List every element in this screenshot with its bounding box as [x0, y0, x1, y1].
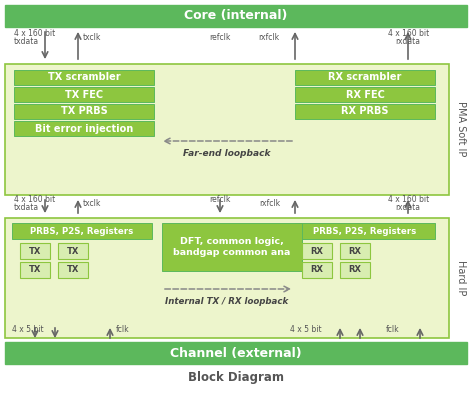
- Text: txclk: txclk: [83, 200, 101, 208]
- Text: TX FEC: TX FEC: [65, 90, 103, 100]
- Text: RX: RX: [349, 246, 361, 256]
- Bar: [5, 218, 449, 338]
- Bar: [340, 262, 370, 278]
- Text: Internal TX / RX loopback: Internal TX / RX loopback: [166, 296, 289, 306]
- Bar: [5, 342, 467, 364]
- Text: Channel (external): Channel (external): [170, 346, 302, 360]
- Text: 4 x 160 bit: 4 x 160 bit: [388, 196, 429, 204]
- Bar: [14, 104, 154, 119]
- Text: TX scrambler: TX scrambler: [48, 72, 120, 82]
- Text: Hard IP: Hard IP: [456, 260, 466, 296]
- Text: 4 x 160 bit: 4 x 160 bit: [388, 30, 429, 38]
- Text: Core (internal): Core (internal): [184, 10, 288, 22]
- Text: TX PRBS: TX PRBS: [61, 106, 107, 116]
- Text: txdata: txdata: [14, 38, 39, 46]
- Text: RX: RX: [310, 266, 324, 274]
- Bar: [340, 243, 370, 259]
- Bar: [58, 243, 88, 259]
- Text: TX: TX: [67, 266, 79, 274]
- Text: rxfclk: rxfclk: [258, 34, 280, 42]
- Text: 4 x 160 bit: 4 x 160 bit: [14, 196, 55, 204]
- Bar: [14, 121, 154, 136]
- Text: refclk: refclk: [210, 196, 231, 204]
- Text: TX: TX: [29, 246, 41, 256]
- Bar: [302, 243, 332, 259]
- Bar: [12, 223, 152, 239]
- Bar: [295, 70, 435, 85]
- Bar: [58, 262, 88, 278]
- Text: PMA Soft IP: PMA Soft IP: [456, 101, 466, 157]
- Bar: [295, 104, 435, 119]
- Text: Block Diagram: Block Diagram: [188, 372, 284, 384]
- Text: 4 x 5 bit: 4 x 5 bit: [12, 326, 44, 334]
- Text: TX: TX: [29, 266, 41, 274]
- Text: PRBS, P2S, Registers: PRBS, P2S, Registers: [30, 226, 134, 236]
- Text: rxfclk: rxfclk: [259, 200, 280, 208]
- Text: refclk: refclk: [210, 34, 231, 42]
- Bar: [295, 223, 435, 239]
- Text: DFT, common logic,
bandgap common ana: DFT, common logic, bandgap common ana: [173, 237, 291, 257]
- Bar: [5, 5, 467, 27]
- Text: Far-end loopback: Far-end loopback: [183, 148, 271, 158]
- Text: 4 x 160 bit: 4 x 160 bit: [14, 30, 55, 38]
- Bar: [295, 87, 435, 102]
- Text: rxdata: rxdata: [395, 204, 420, 212]
- Text: RX: RX: [310, 246, 324, 256]
- Text: RX FEC: RX FEC: [346, 90, 385, 100]
- Bar: [162, 223, 302, 271]
- Text: Bit error injection: Bit error injection: [35, 124, 133, 134]
- Text: txdata: txdata: [14, 204, 39, 212]
- Text: rxdata: rxdata: [395, 38, 420, 46]
- Text: txclk: txclk: [83, 34, 101, 42]
- Text: TX: TX: [67, 246, 79, 256]
- Bar: [14, 87, 154, 102]
- Text: 4 x 5 bit: 4 x 5 bit: [290, 326, 322, 334]
- Text: fclk: fclk: [116, 326, 130, 334]
- Text: RX: RX: [349, 266, 361, 274]
- Bar: [302, 262, 332, 278]
- Text: PRBS, P2S, Registers: PRBS, P2S, Registers: [314, 226, 417, 236]
- Bar: [14, 70, 154, 85]
- Text: fclk: fclk: [386, 326, 400, 334]
- Bar: [5, 64, 449, 195]
- Bar: [20, 243, 50, 259]
- Bar: [20, 262, 50, 278]
- Text: RX scrambler: RX scrambler: [328, 72, 402, 82]
- Text: RX PRBS: RX PRBS: [341, 106, 389, 116]
